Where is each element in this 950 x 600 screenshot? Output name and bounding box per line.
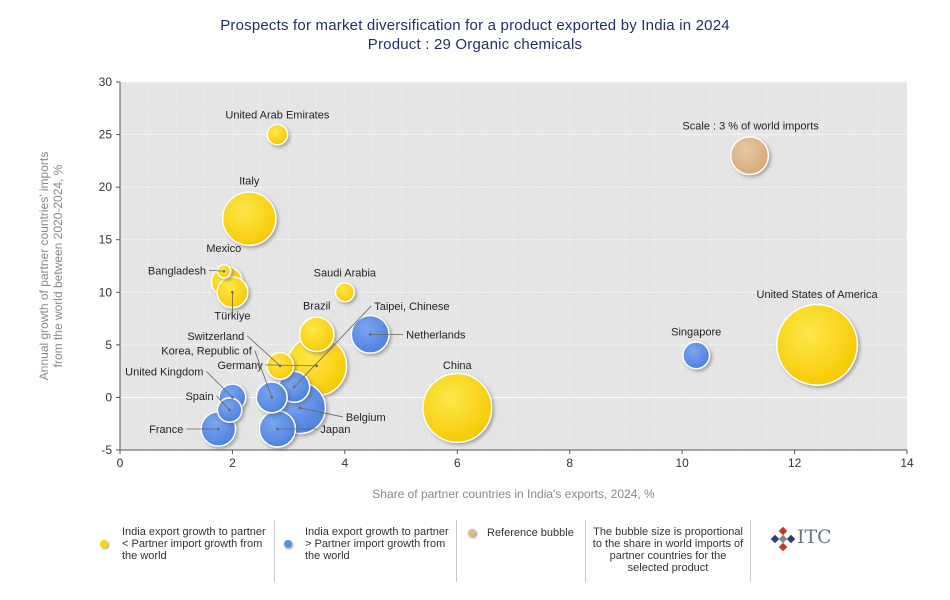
bubble-saudi-arabia <box>334 282 356 303</box>
legend-divider <box>585 520 586 582</box>
leader-dot <box>231 290 234 294</box>
x-tick-label: 0 <box>117 456 124 470</box>
y-tick-label: 5 <box>105 338 112 352</box>
bubble-label: Scale : 3 % of world imports <box>682 121 819 133</box>
bubble-label: Singapore <box>671 326 721 338</box>
legend-blue-swatch <box>284 540 292 548</box>
leader-dot <box>292 385 296 389</box>
leader-line <box>206 371 233 398</box>
bubble-label: China <box>443 360 473 372</box>
leader-line <box>208 269 225 272</box>
bubble-singapore <box>682 341 711 370</box>
x-tick-label: 4 <box>342 456 349 470</box>
y-tick-label: 15 <box>99 233 113 247</box>
bubble-label: Brazil <box>303 300 331 312</box>
bubble-label: United Arab Emirates <box>225 110 329 122</box>
leader-line <box>246 335 281 367</box>
x-tick-label: 10 <box>675 456 689 470</box>
bubble-label: Taipei, Chinese <box>374 301 449 313</box>
bubble-label: Spain <box>185 391 213 403</box>
leader-dot <box>276 427 279 431</box>
leader-line <box>216 395 230 411</box>
legend-blue-label: India export growth to partner > Partner… <box>305 526 449 562</box>
bubble-label: France <box>149 424 183 436</box>
leader-line <box>299 407 343 418</box>
bubble-label: Mexico <box>206 243 241 255</box>
bubble-chart: 0 2 4 6 8 10 12 14 -5 0 5 10 15 20 25 30 Share of partne… <box>37 75 914 501</box>
x-tick-label: 6 <box>454 456 461 470</box>
y-tick-label: 0 <box>105 390 112 404</box>
x-tick-label: 2 <box>229 456 236 470</box>
y-tick-label: -5 <box>101 443 112 457</box>
y-tick-label: 20 <box>99 180 113 194</box>
leader-dot <box>231 396 234 399</box>
x-tick-label: 12 <box>788 456 802 470</box>
bubble-china <box>422 372 493 444</box>
leader-line <box>265 364 317 367</box>
bubble-label: Belgium <box>346 412 386 424</box>
bubble-label: Korea, Republic of <box>161 345 252 357</box>
leader-line <box>254 350 273 398</box>
leader-line <box>293 305 372 388</box>
bubble-brazil <box>298 316 335 353</box>
x-axis-title: Share of partner countries in India's ex… <box>372 487 655 501</box>
bubble-label: Türkiye <box>214 310 250 322</box>
bubble-label: Italy <box>239 176 260 188</box>
x-tick-label: 14 <box>900 456 914 470</box>
bubble-united-arab-emirates <box>266 123 289 146</box>
y-axis-title: Annual growth of partner countries' impo… <box>37 152 65 380</box>
itc-logo-icon <box>770 526 796 552</box>
leader-dot <box>368 333 372 336</box>
bubble-united-states-of-america <box>775 303 859 386</box>
leader-dot <box>298 406 302 410</box>
leader-dot <box>228 408 231 412</box>
bubble-label: United States of America <box>757 289 879 301</box>
bubble-label: Germany <box>218 360 264 372</box>
y-tick-label: 25 <box>99 128 113 142</box>
bubble-scale-3-of-world-imports <box>730 136 770 176</box>
leader-dot <box>278 364 282 368</box>
legend: India export growth to partner < Partner… <box>90 520 850 582</box>
legend-divider <box>750 520 751 582</box>
leader-dot <box>270 396 274 399</box>
bubble-label: Japan <box>320 424 350 436</box>
bubble-label: Saudi Arabia <box>314 267 377 279</box>
bubble-label: Bangladesh <box>148 265 206 277</box>
leader-dot <box>222 269 226 273</box>
logo-text: ITC <box>797 526 832 548</box>
leader-dot <box>315 364 319 368</box>
legend-yellow-label: India export growth to partner < Partner… <box>122 526 266 562</box>
legend-divider <box>274 520 275 582</box>
chart-title: Prospects for market diversification for… <box>220 17 730 34</box>
legend-reference-label: Reference bubble <box>487 527 574 539</box>
bubble-italy <box>221 191 277 247</box>
legend-divider <box>456 520 457 582</box>
y-tick-label: 30 <box>99 75 113 89</box>
chart-subtitle: Product : 29 Organic chemicals <box>367 36 583 53</box>
legend-reference-swatch <box>468 529 476 537</box>
leader-dot <box>217 427 220 431</box>
legend-yellow-swatch <box>100 540 108 548</box>
bubble-label: Netherlands <box>406 329 466 341</box>
legend-size-note: The bubble size is proportional to the s… <box>592 526 744 574</box>
bubble-label: United Kingdom <box>125 366 203 378</box>
bubble-label: Switzerland <box>187 331 244 343</box>
x-tick-label: 8 <box>566 456 573 470</box>
y-tick-label: 10 <box>99 285 113 299</box>
